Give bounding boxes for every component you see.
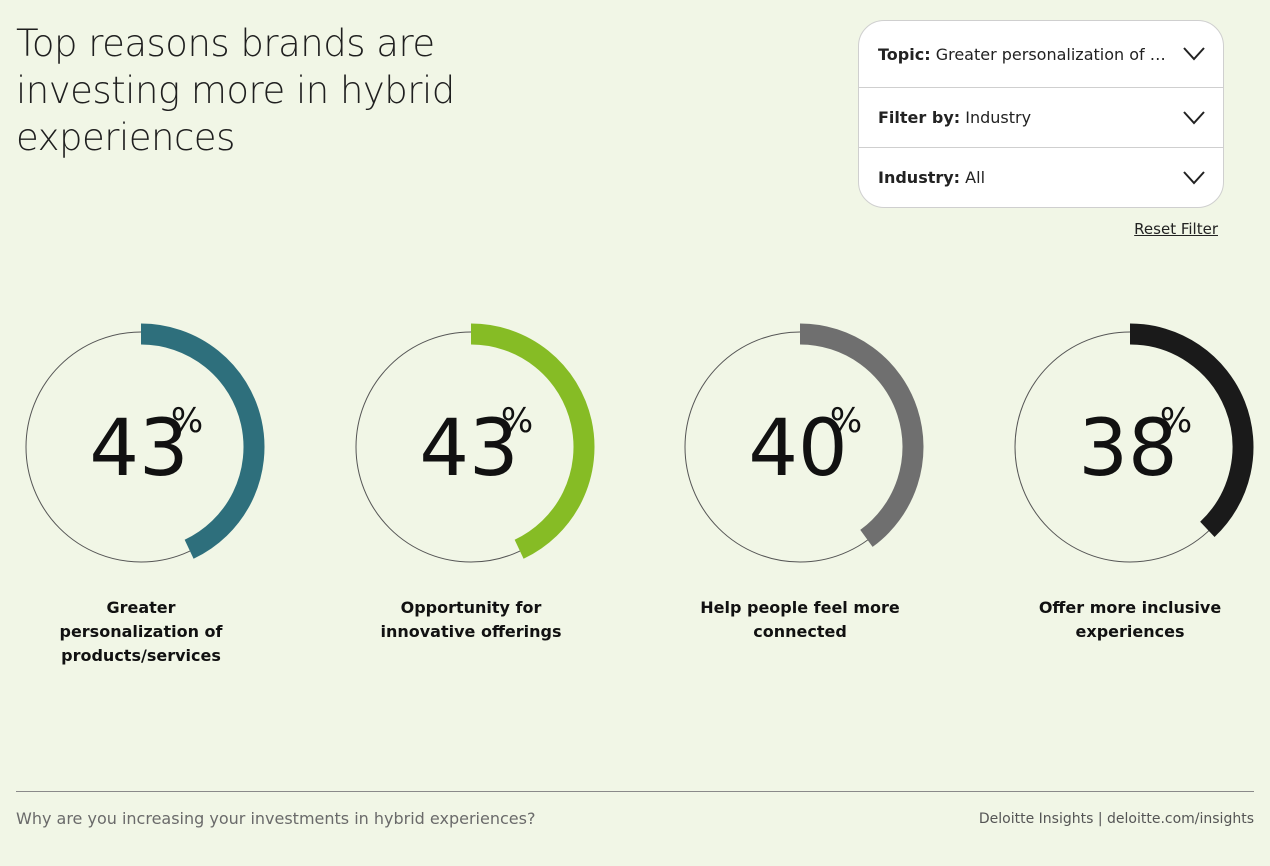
topic-dropdown[interactable]: Topic: Greater personalization of produc…: [859, 21, 1223, 87]
topic-key: Topic:: [878, 44, 931, 64]
gauge-ring: 40%: [684, 323, 924, 563]
gauge-unit: %: [171, 401, 203, 441]
gauge-label: Opportunity for innovative offerings: [380, 598, 562, 641]
page-title: Top reasons brands are investing more in…: [16, 22, 455, 159]
industry-dropdown-text: Industry: All: [878, 168, 1175, 187]
gauge-value: 43: [419, 404, 518, 494]
gauge-ring: 43%: [355, 323, 595, 563]
gauge-2: 43% Opportunity for innovative offerings: [346, 320, 596, 644]
gauge-arc: [1129, 323, 1254, 538]
gauge-unit: %: [501, 401, 533, 441]
footer-divider: [16, 791, 1254, 792]
gauge-arc: [470, 323, 595, 559]
gauge-4: 38% Offer more inclusive experiences: [1005, 320, 1255, 644]
filter-by-value: Industry: [965, 108, 1032, 127]
gauge-label: Offer more inclusive experiences: [1038, 598, 1222, 641]
gauge-ring: 38%: [1014, 323, 1254, 563]
survey-question: Why are you increasing your investments …: [16, 809, 536, 828]
industry-value: All: [965, 168, 986, 187]
gauge-unit: %: [830, 401, 862, 441]
gauge-unit: %: [1160, 401, 1192, 441]
gauge-value: 43: [89, 404, 188, 494]
gauge-value: 40: [748, 404, 847, 494]
gauge-3: 40% Help people feel more connected: [675, 320, 925, 644]
chevron-down-icon: [1183, 47, 1205, 61]
topic-dropdown-text: Topic: Greater personalization of produc…: [878, 45, 1175, 64]
filter-by-dropdown-text: Filter by: Industry: [878, 108, 1175, 127]
gauge-ring: 43%: [25, 323, 265, 563]
topic-value: Greater personalization of products/serv…: [935, 44, 1175, 64]
gauge-1: 43% Greater personalization of products/s…: [16, 320, 266, 668]
chevron-down-icon: [1183, 110, 1205, 124]
gauge-arc: [799, 323, 924, 547]
gauge-value: 38: [1078, 404, 1177, 494]
gauge-arc: [140, 323, 265, 559]
filter-by-dropdown[interactable]: Filter by: Industry: [859, 87, 1223, 147]
gauge-label: Help people feel more connected: [700, 598, 900, 641]
filter-panel: Topic: Greater personalization of produc…: [858, 20, 1224, 208]
industry-dropdown[interactable]: Industry: All: [859, 147, 1223, 207]
chevron-down-icon: [1183, 170, 1205, 184]
gauge-label: Greater personalization of products/serv…: [59, 598, 223, 665]
industry-key: Industry:: [878, 168, 961, 187]
reset-filter-link[interactable]: Reset Filter: [1134, 220, 1218, 238]
source-credit: Deloitte Insights | deloitte.com/insight…: [978, 811, 1254, 827]
filter-by-key: Filter by:: [878, 108, 961, 127]
